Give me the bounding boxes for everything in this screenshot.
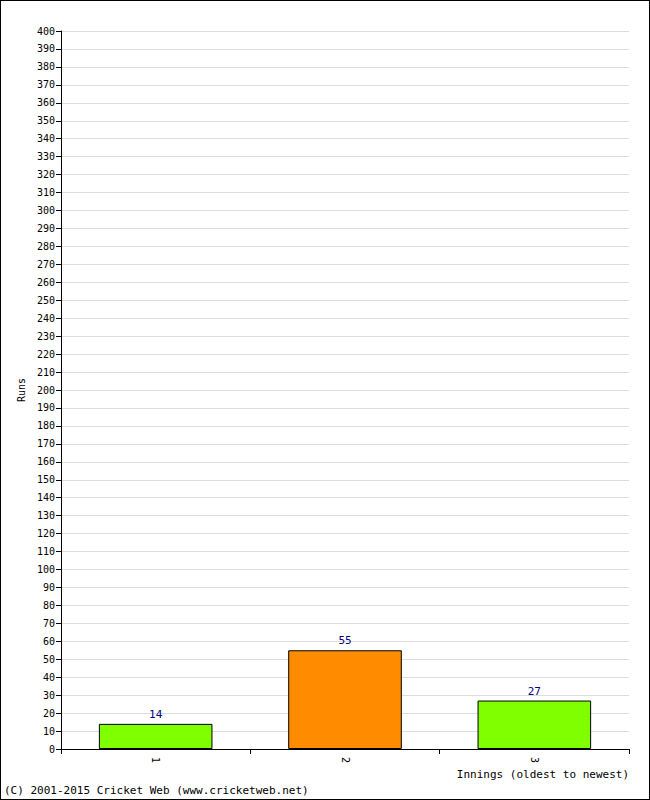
- svg-text:Runs: Runs: [16, 378, 27, 402]
- svg-text:270: 270: [37, 259, 55, 270]
- svg-text:340: 340: [37, 133, 55, 144]
- svg-text:390: 390: [37, 43, 55, 54]
- svg-text:180: 180: [37, 420, 55, 431]
- svg-text:250: 250: [37, 295, 55, 306]
- svg-text:10: 10: [43, 726, 55, 737]
- svg-text:350: 350: [37, 115, 55, 126]
- svg-text:150: 150: [37, 474, 55, 485]
- svg-text:90: 90: [43, 582, 55, 593]
- svg-text:2: 2: [340, 757, 351, 763]
- svg-text:Innings (oldest to newest): Innings (oldest to newest): [457, 768, 629, 781]
- svg-text:120: 120: [37, 528, 55, 539]
- svg-text:160: 160: [37, 456, 55, 467]
- svg-text:210: 210: [37, 367, 55, 378]
- svg-text:140: 140: [37, 492, 55, 503]
- svg-text:3: 3: [529, 757, 540, 763]
- svg-text:170: 170: [37, 438, 55, 449]
- svg-text:14: 14: [149, 708, 163, 721]
- svg-text:130: 130: [37, 510, 55, 521]
- svg-text:110: 110: [37, 546, 55, 557]
- svg-text:290: 290: [37, 223, 55, 234]
- svg-text:70: 70: [43, 618, 55, 629]
- svg-text:30: 30: [43, 690, 55, 701]
- svg-text:330: 330: [37, 151, 55, 162]
- svg-text:27: 27: [528, 685, 541, 698]
- svg-text:240: 240: [37, 313, 55, 324]
- svg-text:300: 300: [37, 205, 55, 216]
- svg-text:40: 40: [43, 672, 55, 683]
- svg-text:260: 260: [37, 277, 55, 288]
- svg-text:60: 60: [43, 636, 55, 647]
- svg-text:220: 220: [37, 349, 55, 360]
- svg-text:55: 55: [338, 634, 351, 647]
- svg-text:1: 1: [150, 757, 161, 763]
- svg-text:320: 320: [37, 169, 55, 180]
- svg-text:50: 50: [43, 654, 55, 665]
- svg-text:(C) 2001-2015 Cricket Web (www: (C) 2001-2015 Cricket Web (www.cricketwe…: [4, 784, 309, 797]
- svg-text:0: 0: [49, 744, 55, 755]
- svg-text:380: 380: [37, 61, 55, 72]
- svg-text:280: 280: [37, 241, 55, 252]
- svg-text:200: 200: [37, 385, 55, 396]
- svg-text:190: 190: [37, 402, 55, 413]
- svg-text:360: 360: [37, 97, 55, 108]
- svg-text:310: 310: [37, 187, 55, 198]
- svg-text:370: 370: [37, 79, 55, 90]
- svg-text:230: 230: [37, 331, 55, 342]
- svg-text:400: 400: [37, 26, 55, 37]
- svg-text:20: 20: [43, 708, 55, 719]
- svg-text:80: 80: [43, 600, 55, 611]
- svg-text:100: 100: [37, 564, 55, 575]
